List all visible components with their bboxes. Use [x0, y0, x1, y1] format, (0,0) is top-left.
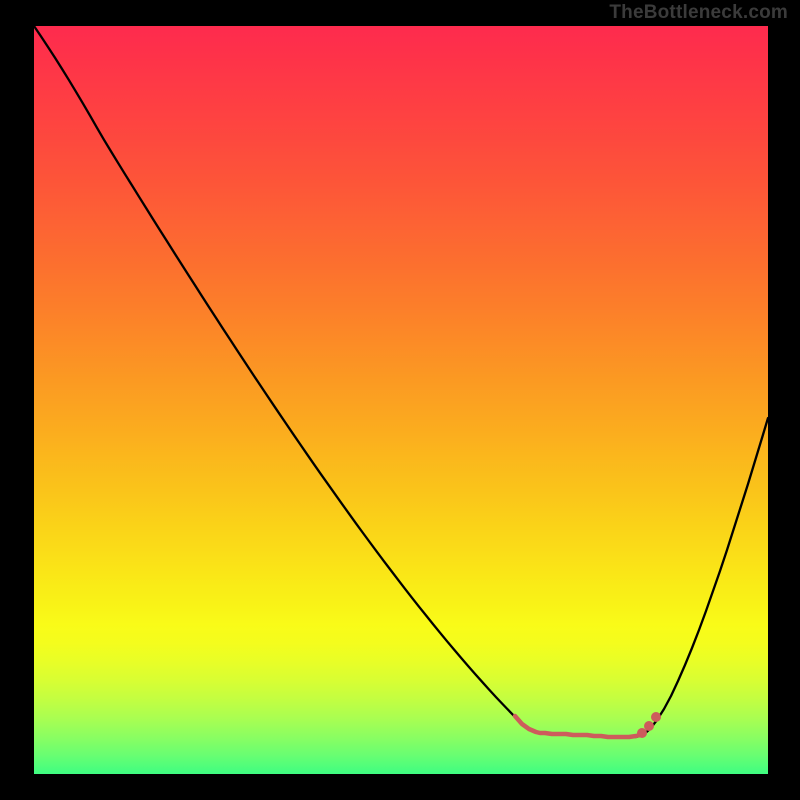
valley-marker-dot [651, 712, 661, 722]
watermark-text: TheBottleneck.com [609, 2, 788, 24]
gradient-background [34, 26, 768, 774]
chart-container: TheBottleneck.com [0, 0, 800, 800]
valley-marker-dot [644, 721, 654, 731]
plot-svg [0, 0, 800, 800]
